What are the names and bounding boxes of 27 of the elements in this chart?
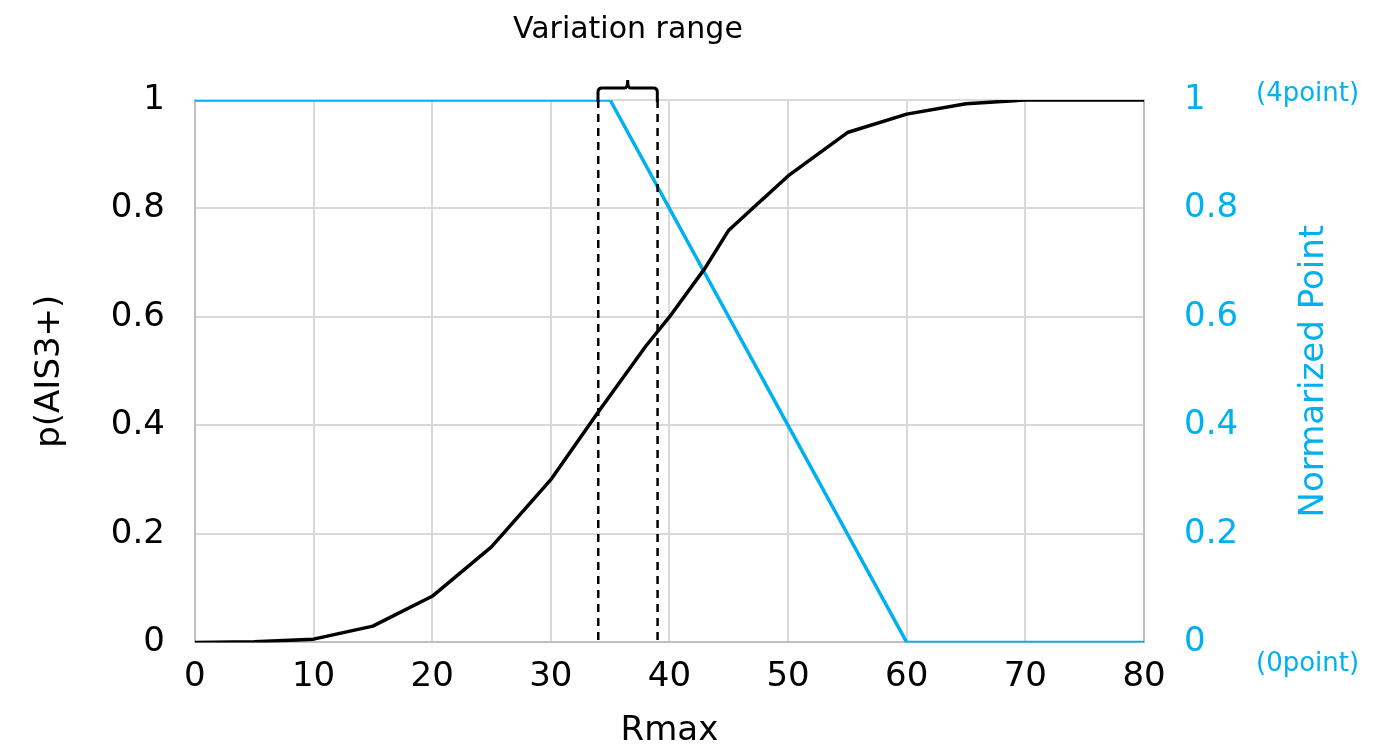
x-tick-label: 80	[1122, 653, 1166, 694]
y2-tick-label: 0	[1184, 619, 1206, 660]
x-tick-label: 70	[1003, 653, 1047, 694]
y-tick-label: 0.2	[110, 510, 165, 551]
text: Variation range	[512, 9, 743, 45]
y-tick-label: 0.8	[110, 185, 165, 226]
y2-tick-label: 1	[1184, 76, 1206, 117]
y2-tick-label: 0.6	[1184, 293, 1239, 334]
x-tick-label: 20	[410, 653, 454, 694]
x-tick-label: 30	[529, 653, 573, 694]
text: (0point)	[1256, 647, 1360, 678]
y-tick-label: 0	[143, 619, 165, 660]
y2-tick-label: 0.4	[1184, 402, 1239, 443]
y2-tick-label: 0.8	[1184, 185, 1239, 226]
y2-tick-label: 0.2	[1184, 510, 1239, 551]
x-axis-title: Rmax	[620, 708, 719, 749]
text: (4point)	[1256, 76, 1360, 107]
x-tick-label: 40	[647, 653, 692, 694]
x-tick-label: 60	[885, 653, 929, 694]
y2-axis-title: Normarized Point	[1290, 224, 1331, 518]
x-tick-label: 50	[766, 653, 810, 694]
x-tick-label: 10	[291, 653, 336, 694]
y-tick-label: 1	[143, 76, 165, 117]
y-axis-title: p(AIS3+)	[27, 294, 68, 448]
x-tick-label: 0	[184, 653, 206, 694]
y-tick-label: 0.4	[110, 402, 165, 443]
y-tick-label: 0.6	[110, 293, 165, 334]
